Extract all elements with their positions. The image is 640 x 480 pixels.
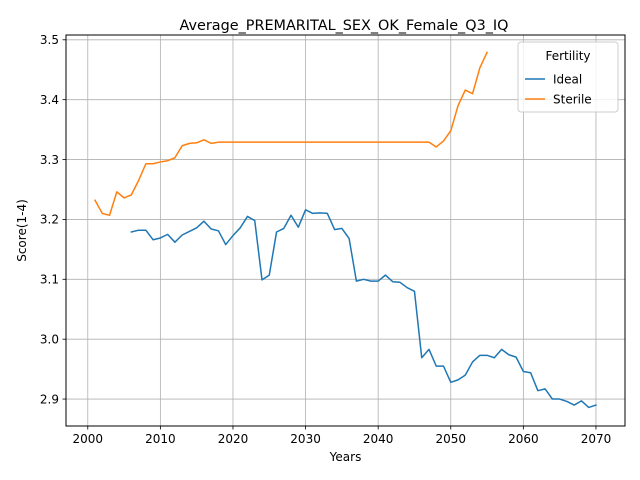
plot-area-frame — [65, 34, 626, 427]
x-axis-ticks: 2000 2010 2020 2030 2040 2050 2060 2070 — [73, 426, 612, 446]
y-tick-label: 3.2 — [40, 213, 59, 227]
x-tick-label: 2060 — [508, 432, 539, 446]
x-tick-label: 2070 — [581, 432, 612, 446]
legend-label-ideal: Ideal — [553, 72, 582, 86]
y-axis-ticks: 2.9 3.0 3.1 3.2 3.3 3.4 3.5 — [40, 33, 66, 406]
y-tick-label: 3.4 — [40, 93, 59, 107]
series-lines — [94, 51, 597, 409]
legend-entries: Ideal Sterile — [525, 72, 592, 106]
series-line-sterile — [94, 51, 489, 216]
x-tick-label: 2030 — [290, 432, 321, 446]
legend-box — [517, 41, 619, 113]
y-tick-label: 2.9 — [40, 392, 59, 406]
y-axis-label: Score(1-4) — [15, 199, 29, 262]
series-line-ideal — [130, 209, 597, 409]
x-tick-label: 2050 — [435, 432, 466, 446]
x-tick-label: 2010 — [145, 432, 176, 446]
legend-label-sterile: Sterile — [553, 92, 592, 106]
y-tick-label: 3.5 — [40, 33, 59, 47]
x-tick-label: 2020 — [218, 432, 249, 446]
legend-title: Fertility — [545, 49, 590, 63]
y-tick-label: 3.3 — [40, 153, 59, 167]
chart-title: Average_PREMARITAL_SEX_OK_Female_Q3_IQ — [179, 18, 508, 34]
y-tick-label: 3.1 — [40, 273, 59, 287]
x-tick-label: 2000 — [73, 432, 104, 446]
x-axis-label: Years — [329, 450, 362, 464]
legend: Fertility Ideal Sterile — [517, 41, 619, 113]
y-tick-label: 3.0 — [40, 332, 59, 346]
x-tick-label: 2040 — [363, 432, 394, 446]
